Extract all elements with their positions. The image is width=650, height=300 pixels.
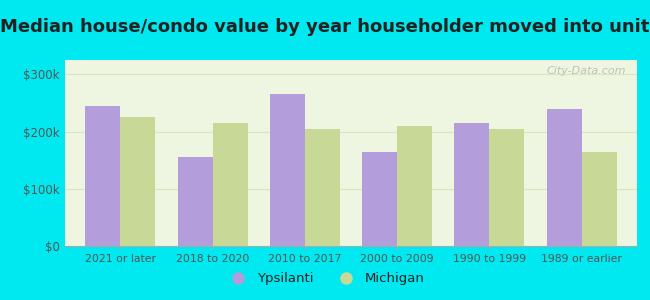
Bar bbox=[397, 126, 432, 246]
Bar bbox=[582, 152, 617, 246]
Bar bbox=[85, 106, 120, 246]
Bar bbox=[120, 117, 155, 246]
Legend: Ypsilanti, Michigan: Ypsilanti, Michigan bbox=[220, 267, 430, 290]
Bar bbox=[547, 109, 582, 246]
Bar bbox=[305, 129, 340, 246]
Bar bbox=[177, 157, 213, 246]
Bar bbox=[270, 94, 305, 246]
Bar bbox=[454, 123, 489, 246]
Bar bbox=[489, 129, 525, 246]
Bar bbox=[362, 152, 397, 246]
Text: City-Data.com: City-Data.com bbox=[546, 66, 625, 76]
Bar bbox=[213, 123, 248, 246]
Text: Median house/condo value by year householder moved into unit: Median house/condo value by year househo… bbox=[0, 18, 650, 36]
